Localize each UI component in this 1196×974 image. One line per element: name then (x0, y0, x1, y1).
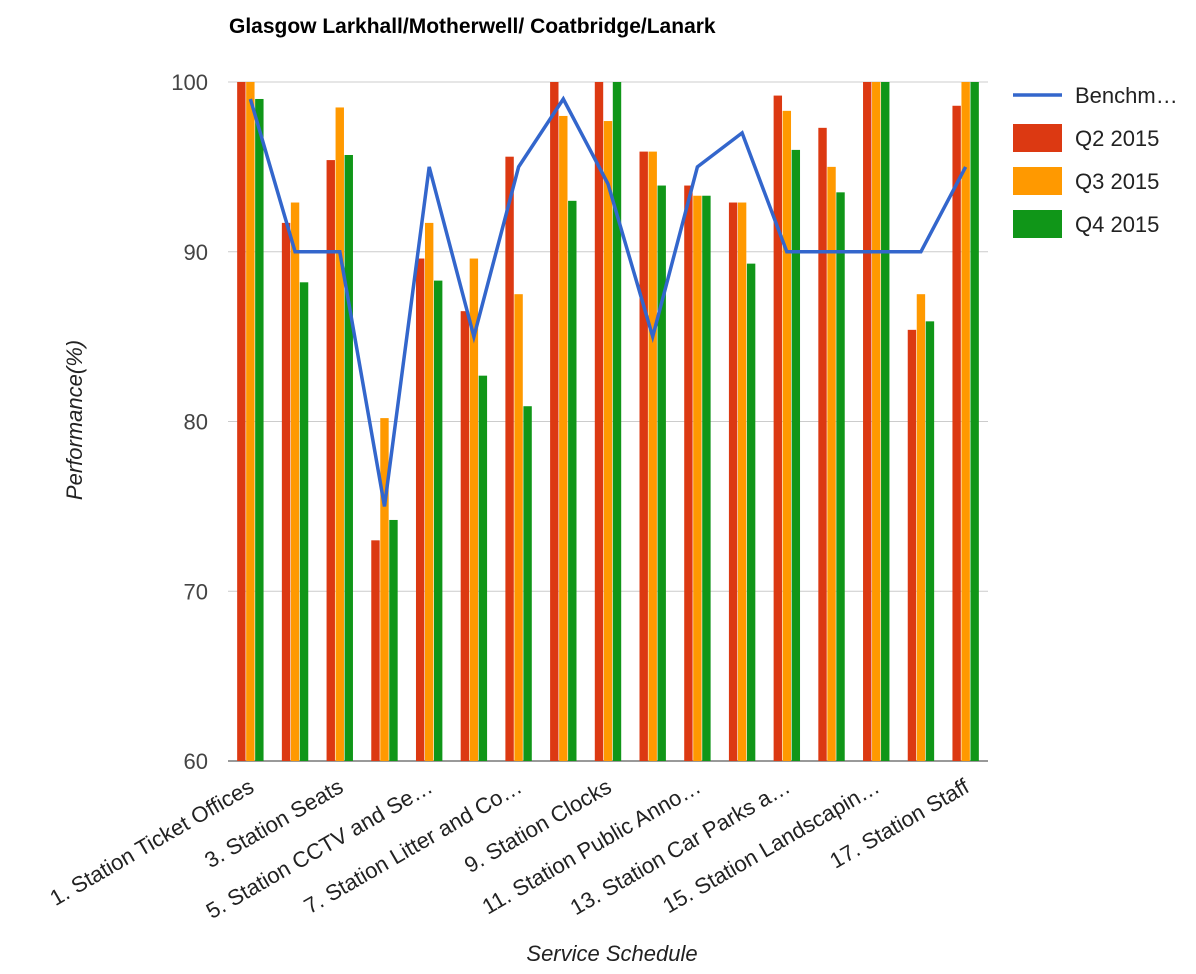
bar-q2-2015 (505, 156, 514, 761)
bar-q3-2015 (827, 166, 836, 761)
legend-swatch (1013, 167, 1062, 195)
y-tick-label: 60 (184, 749, 208, 774)
bar-q3-2015 (290, 202, 300, 761)
bar-q4-2015 (970, 82, 979, 761)
line-series (248, 95, 968, 507)
legend-swatch (1013, 210, 1062, 238)
bar-q4-2015 (389, 519, 398, 761)
bar-q3-2015 (469, 258, 479, 761)
bar-q3-2015 (693, 195, 702, 762)
bar-q3-2015 (648, 151, 657, 761)
bar-q2-2015 (326, 160, 335, 761)
bar-q3-2015 (603, 121, 613, 762)
bar-q3-2015 (380, 418, 389, 761)
bar-q2-2015 (415, 258, 425, 761)
bar-q3-2015 (737, 202, 747, 761)
bar-q2-2015 (818, 127, 827, 761)
bar-q4-2015 (791, 149, 801, 761)
bar-q3-2015 (961, 82, 970, 761)
bar-q4-2015 (881, 82, 890, 761)
bar-q3-2015 (559, 115, 568, 761)
bar-q4-2015 (433, 280, 443, 761)
bar-q2-2015 (952, 105, 961, 761)
bar-q3-2015 (514, 294, 523, 761)
bar-q2-2015 (863, 82, 872, 761)
legend-label: Q2 2015 (1075, 126, 1159, 151)
legend: Benchm… Q2 2015 Q3 2015 Q4 2015 (1013, 83, 1178, 238)
bar-q4-2015 (702, 195, 711, 762)
bar-q4-2015 (344, 154, 353, 761)
legend-label: Q3 2015 (1075, 169, 1159, 194)
bar-q4-2015 (478, 375, 488, 761)
bar-q4-2015 (523, 406, 532, 761)
y-tick-label: 80 (184, 410, 208, 435)
bar-q2-2015 (237, 82, 246, 761)
bar-q2-2015 (907, 329, 917, 761)
y-tick-label: 100 (171, 70, 208, 95)
legend-swatch (1013, 124, 1062, 152)
bar-q2-2015 (773, 95, 783, 761)
legend-label: Benchm… (1075, 83, 1178, 108)
bar-q4-2015 (568, 200, 577, 761)
y-axis-title: Performance(%) (62, 340, 87, 500)
bar-q4-2015 (836, 192, 845, 761)
bar-q2-2015 (639, 151, 648, 761)
bar-q3-2015 (872, 82, 881, 761)
bar-q2-2015 (684, 185, 693, 762)
legend-label: Q4 2015 (1075, 212, 1159, 237)
bar-q3-2015 (246, 82, 255, 761)
bar-q3-2015 (916, 294, 926, 761)
bar-q4-2015 (612, 82, 622, 761)
bar-q2-2015 (550, 82, 559, 761)
bar-q4-2015 (925, 321, 935, 761)
bar-q4-2015 (255, 98, 264, 762)
benchmark-line (248, 95, 968, 507)
chart-title: Glasgow Larkhall/Motherwell/ Coatbridge/… (229, 15, 716, 38)
bar-q4-2015 (299, 282, 309, 761)
bar-q3-2015 (424, 222, 434, 761)
bar-q3-2015 (335, 107, 344, 761)
bar-q3-2015 (782, 110, 792, 762)
bar-q2-2015 (371, 540, 380, 761)
bar-q2-2015 (594, 82, 604, 761)
bar-q2-2015 (728, 202, 738, 761)
y-tick-label: 90 (184, 240, 208, 265)
bar-q2-2015 (460, 311, 470, 761)
bar-q4-2015 (657, 185, 666, 762)
bar-q2-2015 (281, 222, 291, 761)
y-tick-label: 70 (184, 579, 208, 604)
y-axis-ticks: 60 70 80 90 100 (171, 70, 208, 774)
bar-q4-2015 (746, 263, 756, 761)
bar-series (237, 82, 979, 762)
x-axis-title: Service Schedule (526, 941, 697, 966)
